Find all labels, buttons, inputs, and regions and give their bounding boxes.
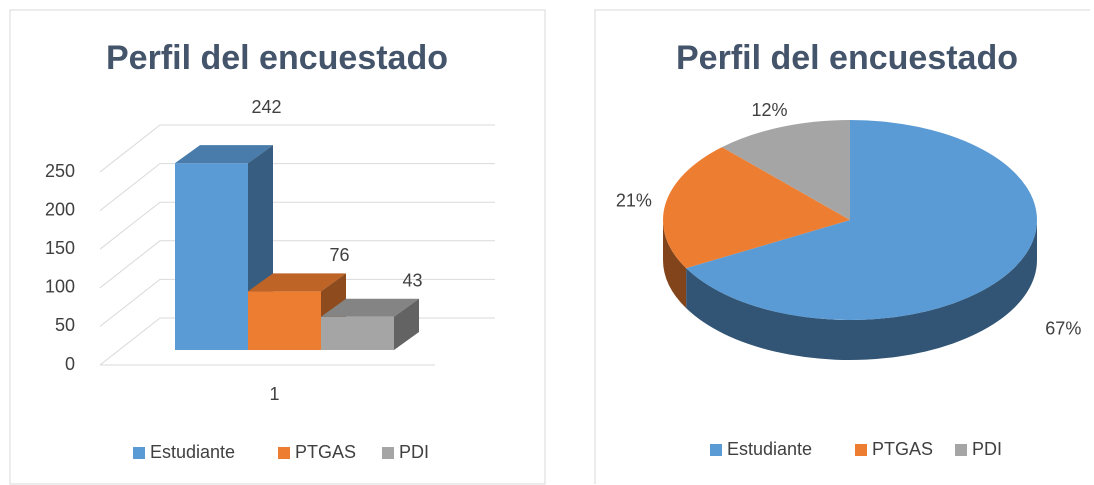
x-tick-label: 1 xyxy=(269,384,279,404)
pie-slice xyxy=(721,120,850,220)
legend-label: PTGAS xyxy=(295,442,356,462)
chart-title: Perfil del encuestado xyxy=(676,39,1018,77)
legend-label: Estudiante xyxy=(150,442,235,462)
bar-top xyxy=(321,298,419,317)
legend-swatch xyxy=(278,447,290,459)
legend-swatch xyxy=(955,444,967,456)
pie-side xyxy=(686,220,1037,360)
panel-border xyxy=(594,9,1090,484)
grid-line xyxy=(99,278,495,327)
grid-line xyxy=(99,240,495,289)
bar xyxy=(321,316,394,350)
data-label: 76 xyxy=(329,245,349,265)
bar xyxy=(248,291,321,350)
panel-border xyxy=(9,9,546,485)
legend-swatch xyxy=(382,447,394,459)
y-tick-label: 100 xyxy=(45,277,75,297)
data-label: 43 xyxy=(402,271,422,291)
legend-label: PDI xyxy=(972,439,1002,459)
legend-swatch xyxy=(133,447,145,459)
pie-slice xyxy=(663,147,850,269)
legend-label: PTGAS xyxy=(872,439,933,459)
bar-top xyxy=(175,145,273,164)
data-label: 21% xyxy=(616,190,652,210)
grid-line xyxy=(99,124,495,173)
legend-label: PDI xyxy=(399,442,429,462)
bar xyxy=(175,163,248,350)
legend-swatch xyxy=(855,444,867,456)
pie-slice xyxy=(686,120,1038,321)
chart-title: Perfil del encuestado xyxy=(106,39,448,77)
y-tick-label: 250 xyxy=(45,161,75,181)
y-tick-label: 150 xyxy=(45,238,75,258)
data-label: 67% xyxy=(1045,318,1081,338)
data-label: 242 xyxy=(251,97,281,117)
data-label: 12% xyxy=(751,100,787,120)
y-tick-label: 50 xyxy=(55,315,75,335)
bar-side xyxy=(394,298,419,350)
y-tick-label: 200 xyxy=(45,199,75,219)
legend-swatch xyxy=(710,444,722,456)
bar-top xyxy=(248,273,346,292)
y-tick-label: 0 xyxy=(65,354,75,374)
pie-side xyxy=(663,220,687,309)
grid-line xyxy=(99,163,495,211)
legend-label: Estudiante xyxy=(727,439,812,459)
grid-line xyxy=(99,201,495,250)
